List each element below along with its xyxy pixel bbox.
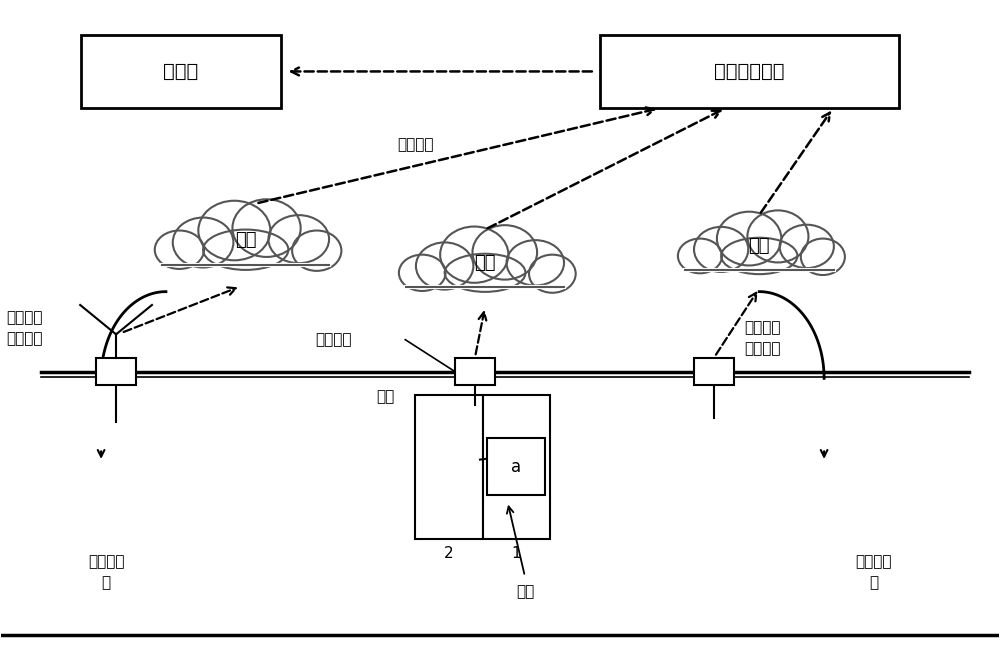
Bar — [415, 395, 483, 539]
Text: 车辆标识
识别设备: 车辆标识 识别设备 — [744, 320, 781, 356]
Ellipse shape — [173, 218, 233, 267]
Ellipse shape — [694, 227, 748, 272]
Ellipse shape — [780, 224, 834, 268]
Text: 车辆: 车辆 — [516, 584, 534, 600]
Text: 网络: 网络 — [235, 230, 256, 249]
Bar — [81, 35, 281, 108]
Text: 网络: 网络 — [474, 254, 496, 272]
Ellipse shape — [203, 230, 288, 270]
Text: 停车场出
口: 停车场出 口 — [856, 554, 892, 590]
Text: 充电装置: 充电装置 — [316, 332, 352, 347]
Bar — [694, 358, 734, 385]
Ellipse shape — [399, 255, 446, 291]
Text: 车辆标识
识别设备: 车辆标识 识别设备 — [6, 310, 43, 346]
Ellipse shape — [198, 201, 270, 261]
Ellipse shape — [507, 240, 564, 285]
Ellipse shape — [717, 212, 781, 265]
Ellipse shape — [268, 215, 329, 263]
Ellipse shape — [416, 243, 473, 289]
Ellipse shape — [292, 230, 341, 271]
Bar — [96, 358, 136, 385]
Ellipse shape — [747, 210, 808, 263]
Text: 停车场入
口: 停车场入 口 — [88, 554, 124, 590]
Ellipse shape — [678, 239, 722, 273]
Ellipse shape — [445, 254, 525, 292]
Text: 1: 1 — [511, 545, 521, 561]
Ellipse shape — [721, 238, 797, 274]
Ellipse shape — [529, 255, 576, 293]
Text: 网络: 网络 — [749, 237, 770, 255]
Bar — [455, 358, 495, 385]
Ellipse shape — [155, 230, 204, 269]
Ellipse shape — [472, 225, 537, 279]
Ellipse shape — [440, 226, 508, 283]
Text: 充电: 充电 — [376, 389, 394, 405]
Ellipse shape — [232, 199, 301, 257]
Text: a: a — [511, 458, 521, 476]
Text: 支付提示: 支付提示 — [397, 137, 433, 152]
Text: 车辆管理系统: 车辆管理系统 — [714, 62, 785, 81]
Bar — [483, 395, 550, 539]
Ellipse shape — [801, 239, 845, 275]
Bar — [600, 35, 899, 108]
Text: 云平台: 云平台 — [163, 62, 199, 81]
Text: 2: 2 — [444, 545, 454, 561]
Bar — [487, 438, 545, 495]
